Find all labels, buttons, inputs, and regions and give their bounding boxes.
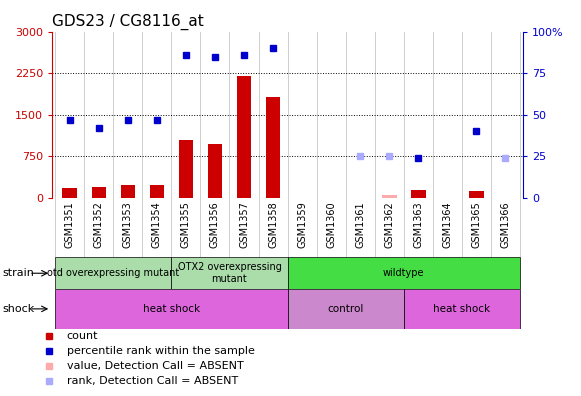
Bar: [121, 185, 135, 198]
Bar: [171, 257, 288, 289]
Text: percentile rank within the sample: percentile rank within the sample: [67, 346, 254, 356]
Bar: [150, 185, 164, 198]
Text: GDS23 / CG8116_at: GDS23 / CG8116_at: [52, 14, 204, 30]
Bar: [179, 140, 193, 198]
Text: strain: strain: [3, 268, 35, 278]
Bar: [411, 190, 425, 198]
Text: GSM1355: GSM1355: [181, 201, 191, 248]
Text: OTX2 overexpressing
mutant: OTX2 overexpressing mutant: [178, 263, 281, 284]
Bar: [208, 144, 223, 198]
Text: GSM1366: GSM1366: [500, 201, 511, 248]
Text: GSM1359: GSM1359: [297, 201, 307, 248]
Text: GSM1352: GSM1352: [94, 201, 104, 248]
Bar: [382, 195, 397, 198]
Text: GSM1364: GSM1364: [442, 201, 453, 248]
Bar: [63, 188, 77, 198]
Text: GSM1365: GSM1365: [471, 201, 482, 248]
Bar: [92, 187, 106, 198]
Text: count: count: [67, 331, 98, 341]
Text: GSM1358: GSM1358: [268, 201, 278, 248]
Text: rank, Detection Call = ABSENT: rank, Detection Call = ABSENT: [67, 376, 238, 386]
Bar: [469, 190, 483, 198]
Text: heat shock: heat shock: [143, 304, 200, 314]
Bar: [266, 97, 280, 198]
Text: heat shock: heat shock: [433, 304, 490, 314]
Text: GSM1353: GSM1353: [123, 201, 133, 248]
Text: GSM1362: GSM1362: [384, 201, 394, 248]
Text: GSM1356: GSM1356: [210, 201, 220, 248]
Bar: [55, 257, 171, 289]
Bar: [288, 289, 404, 329]
Text: GSM1361: GSM1361: [355, 201, 365, 248]
Bar: [288, 257, 520, 289]
Text: GSM1351: GSM1351: [64, 201, 75, 248]
Text: control: control: [328, 304, 364, 314]
Text: wildtype: wildtype: [383, 268, 425, 278]
Bar: [404, 289, 520, 329]
Bar: [237, 76, 251, 198]
Text: value, Detection Call = ABSENT: value, Detection Call = ABSENT: [67, 361, 243, 371]
Text: GSM1357: GSM1357: [239, 201, 249, 248]
Text: otd overexpressing mutant: otd overexpressing mutant: [47, 268, 180, 278]
Text: GSM1360: GSM1360: [326, 201, 336, 248]
Text: shock: shock: [3, 304, 35, 314]
Text: GSM1354: GSM1354: [152, 201, 162, 248]
Bar: [55, 289, 288, 329]
Text: GSM1363: GSM1363: [413, 201, 424, 248]
